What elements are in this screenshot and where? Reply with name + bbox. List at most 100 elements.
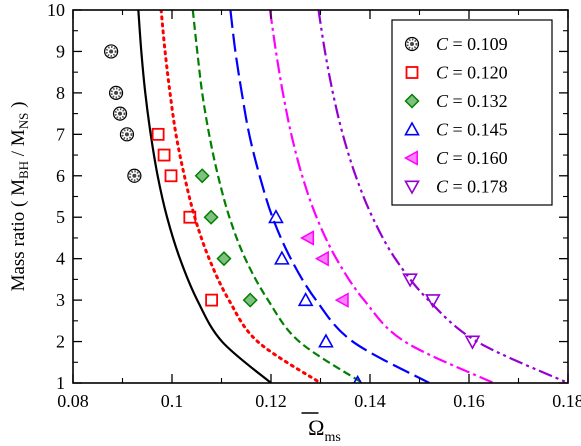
x-axis-title-main: Ω <box>308 415 324 440</box>
data-point <box>183 210 197 224</box>
y-axis-title-sub1: BH <box>16 161 31 179</box>
legend-value: 0.178 <box>467 177 508 197</box>
data-point <box>242 292 258 308</box>
legend-eq: = <box>448 177 467 197</box>
series-4 <box>229 10 430 383</box>
y-tick-label: 1 <box>56 373 65 393</box>
data-point <box>300 230 315 246</box>
data-point <box>297 291 314 307</box>
x-tick-label: 0.16 <box>453 391 485 411</box>
y-tick-label: 8 <box>56 83 65 103</box>
y-axis-title-end: ) <box>8 102 29 113</box>
legend-marker <box>404 36 420 52</box>
series-3 <box>191 10 364 383</box>
data-point <box>164 169 178 183</box>
y-axis-title-sub2: NS <box>16 113 31 130</box>
legend-eq: = <box>448 91 467 111</box>
axis-ticks: 0.08 0.1 0.12 0.14 0.16 0.18 1 2 3 4 5 6 7 8 9 10 <box>47 0 581 411</box>
legend-prefix: C <box>436 63 449 83</box>
y-tick-label: 6 <box>56 166 65 186</box>
y-tick-label: 4 <box>56 249 65 269</box>
data-point <box>151 127 165 141</box>
series-curve <box>317 10 568 383</box>
legend-entry: C = 0.109 <box>404 34 508 54</box>
data-point <box>203 209 219 225</box>
data-point <box>314 250 329 267</box>
legend-value: 0.109 <box>467 34 508 54</box>
y-tick-label: 9 <box>56 41 65 61</box>
series-2 <box>151 10 322 383</box>
legend-value: 0.160 <box>467 148 508 168</box>
y-tick-label: 10 <box>47 0 65 20</box>
y-axis-title-mid: / M <box>8 129 29 161</box>
series-1 <box>104 10 272 383</box>
legend-marker <box>405 66 419 79</box>
legend-eq: = <box>448 148 467 168</box>
series-5 <box>268 10 495 383</box>
legend-eq: = <box>448 120 467 140</box>
data-point <box>119 127 135 142</box>
legend-entry: C = 0.145 <box>404 120 508 140</box>
legend-entry: C = 0.178 <box>404 177 508 197</box>
data-point <box>464 335 481 350</box>
x-axis-title: Ωms <box>308 415 341 445</box>
legend-label: C = 0.160 <box>436 148 508 168</box>
data-point <box>318 333 334 348</box>
series-curve <box>191 10 364 383</box>
legend-marker <box>404 121 420 136</box>
y-tick-label: 2 <box>56 332 65 352</box>
x-tick-label: 0.18 <box>552 391 581 411</box>
legend-label: C = 0.120 <box>436 63 508 83</box>
series-curve <box>137 10 272 383</box>
legend-eq: = <box>448 34 467 54</box>
legend-prefix: C <box>436 120 449 140</box>
y-tick-label: 5 <box>56 207 65 227</box>
legend-box <box>391 19 553 206</box>
x-tick-label: 0.12 <box>255 391 287 411</box>
y-axis-title: Mass ratio ( MBH / MNS ) <box>8 102 31 292</box>
x-tick-label: 0.14 <box>354 391 386 411</box>
legend-eq: = <box>448 63 467 83</box>
data-point <box>104 44 119 59</box>
legend-prefix: C <box>436 91 449 111</box>
x-axis-title-sub: ms <box>325 430 341 445</box>
data-point <box>127 168 142 183</box>
data-point <box>334 292 349 308</box>
data-point <box>205 293 219 307</box>
data-point <box>112 106 128 121</box>
legend-label: C = 0.109 <box>436 34 508 54</box>
legend-entry: C = 0.160 <box>403 148 508 168</box>
x-tick-label: 0.1 <box>161 391 184 411</box>
legend-entry: C = 0.120 <box>405 63 508 83</box>
legend-value: 0.132 <box>467 91 508 111</box>
series-curve <box>159 10 322 383</box>
data-point <box>157 148 171 162</box>
legend-marker <box>404 180 420 195</box>
legend-label: C = 0.145 <box>436 120 508 140</box>
data-point <box>108 85 124 100</box>
y-tick-label: 7 <box>56 124 65 144</box>
legend-prefix: C <box>436 34 449 54</box>
series-6 <box>317 10 568 383</box>
data-point <box>216 251 232 267</box>
legend-marker <box>403 150 418 166</box>
data-point <box>274 250 290 265</box>
plot-layer <box>104 10 568 383</box>
legend-value: 0.145 <box>467 120 508 140</box>
data-point <box>425 294 441 309</box>
y-tick-label: 3 <box>56 290 65 310</box>
legend-entry: C = 0.132 <box>404 91 508 111</box>
legend-prefix: C <box>436 148 449 168</box>
legend-prefix: C <box>436 177 449 197</box>
series-curve <box>229 10 430 383</box>
data-point <box>402 273 418 288</box>
legend-value: 0.120 <box>467 63 508 83</box>
x-tick-label: 0.08 <box>57 391 89 411</box>
legend-label: C = 0.178 <box>436 177 508 197</box>
legend-label: C = 0.132 <box>436 91 508 111</box>
data-point <box>268 209 284 224</box>
legend-marker <box>404 93 420 109</box>
y-axis-title-main: Mass ratio ( M <box>8 179 29 292</box>
